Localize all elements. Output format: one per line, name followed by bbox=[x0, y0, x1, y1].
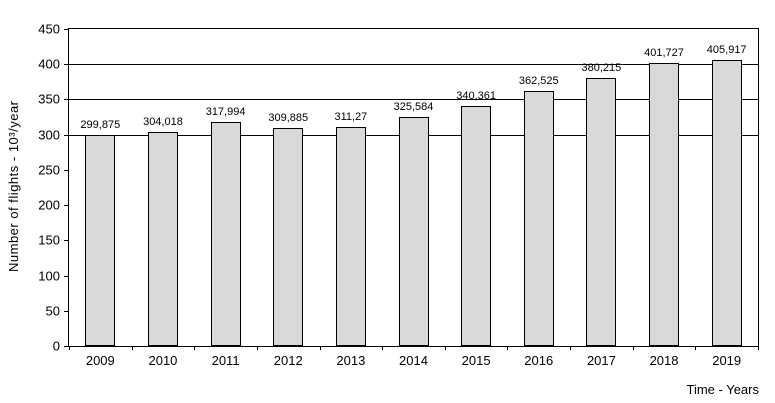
bar-value-label: 362,525 bbox=[518, 74, 559, 87]
y-tick-mark bbox=[64, 99, 69, 101]
y-tick-mark bbox=[64, 169, 69, 171]
gridline bbox=[69, 64, 758, 66]
bar bbox=[273, 127, 304, 346]
y-tick-mark bbox=[64, 29, 69, 30]
bar bbox=[398, 116, 429, 346]
bar bbox=[586, 78, 617, 346]
x-tick-mark bbox=[69, 346, 70, 350]
x-tick-label: 2012 bbox=[273, 353, 303, 368]
y-tick-mark bbox=[64, 134, 69, 136]
bar bbox=[147, 131, 178, 346]
y-tick-mark bbox=[64, 346, 69, 347]
gridline bbox=[69, 99, 758, 101]
y-tick-mark bbox=[64, 240, 69, 242]
x-tick-label: 2013 bbox=[336, 353, 366, 368]
bar-value-label: 380,215 bbox=[581, 62, 622, 75]
x-tick-mark bbox=[570, 346, 572, 350]
y-tick-label: 0 bbox=[52, 338, 60, 354]
y-tick-label: 200 bbox=[38, 197, 60, 213]
x-tick-label: 2011 bbox=[211, 353, 240, 368]
plot-area: 0 50 100 150 200 250 300 350 400 450 299,875 2009 30… bbox=[38, 22, 759, 368]
x-tick-mark bbox=[256, 346, 258, 350]
x-tick-label: 2017 bbox=[586, 353, 616, 368]
bar-value-label: 317,994 bbox=[205, 106, 246, 118]
x-tick-mark bbox=[382, 346, 384, 350]
x-tick-label: 2018 bbox=[649, 353, 679, 368]
bar bbox=[711, 60, 742, 346]
bar-value-label: 340,361 bbox=[456, 90, 497, 103]
x-tick-label: 2009 bbox=[85, 353, 115, 368]
x-tick-mark bbox=[131, 346, 133, 350]
bar-value-label: 309,885 bbox=[268, 111, 309, 124]
x-tick-mark bbox=[319, 346, 321, 350]
x-tick-label: 2014 bbox=[399, 353, 428, 368]
x-tick-mark bbox=[758, 346, 759, 350]
x-tick-mark bbox=[632, 346, 634, 350]
y-axis-title: Number of flights - 10³/year bbox=[6, 100, 21, 273]
x-tick-mark bbox=[444, 346, 446, 350]
x-tick-mark bbox=[695, 346, 697, 350]
y-tick-mark bbox=[64, 64, 69, 66]
bar bbox=[85, 134, 116, 346]
y-tick-label: 450 bbox=[38, 21, 60, 37]
x-axis-title: Time - Years bbox=[686, 382, 760, 397]
y-tick-label: 50 bbox=[45, 303, 60, 319]
bar-value-label: 311,27 bbox=[334, 110, 368, 123]
bar bbox=[210, 122, 241, 346]
y-tick-label: 100 bbox=[38, 268, 60, 284]
y-tick-mark bbox=[64, 310, 69, 312]
bar-value-label: 401,727 bbox=[644, 47, 684, 60]
bar bbox=[461, 106, 492, 346]
y-tick-label: 400 bbox=[38, 56, 60, 72]
bar-value-label: 299,875 bbox=[80, 118, 121, 131]
bar-value-label: 304,018 bbox=[143, 115, 183, 128]
x-tick-label: 2010 bbox=[148, 353, 178, 368]
x-tick-label: 2015 bbox=[461, 353, 491, 368]
bar-value-label: 405,917 bbox=[706, 44, 747, 57]
x-tick-mark bbox=[507, 346, 509, 350]
y-tick-mark bbox=[64, 275, 69, 277]
x-tick-mark bbox=[194, 346, 196, 350]
bar-value-label: 325,584 bbox=[393, 100, 434, 113]
y-tick-label: 300 bbox=[38, 127, 60, 143]
bar bbox=[335, 126, 366, 346]
bar bbox=[523, 90, 554, 346]
x-tick-label: 2019 bbox=[712, 353, 742, 368]
y-tick-label: 150 bbox=[38, 232, 60, 248]
y-tick-label: 350 bbox=[38, 91, 60, 107]
x-tick-label: 2016 bbox=[524, 353, 554, 368]
y-tick-mark bbox=[64, 205, 69, 207]
bar bbox=[649, 63, 680, 346]
y-tick-label: 250 bbox=[38, 162, 60, 178]
